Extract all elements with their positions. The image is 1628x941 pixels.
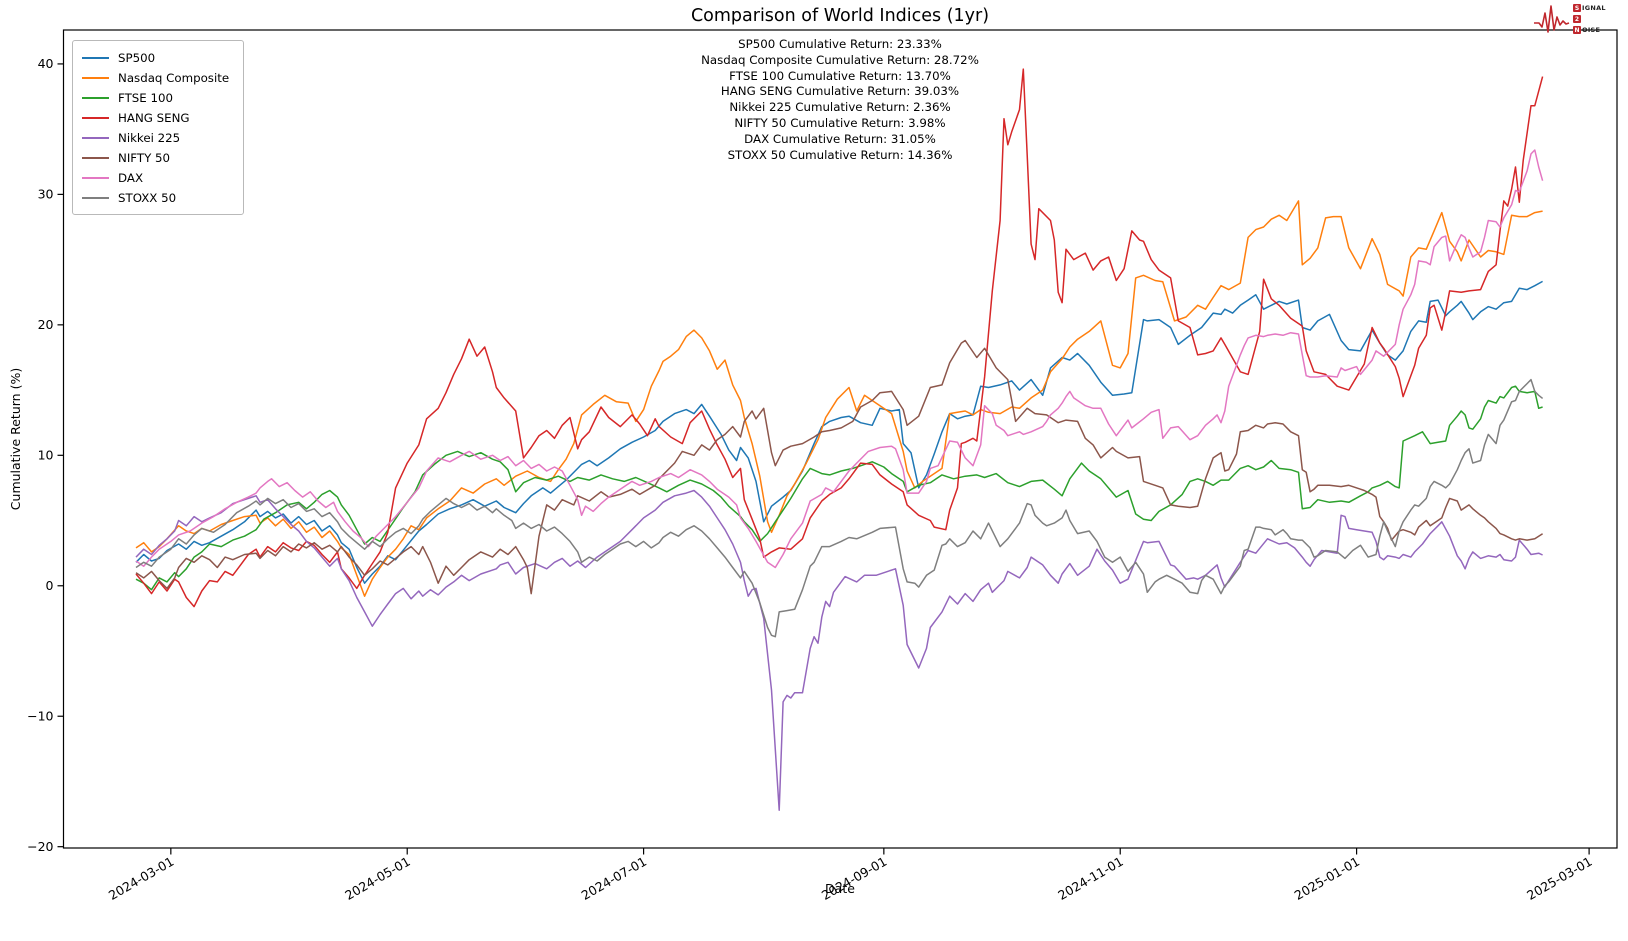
- series-line-stoxx-50: [135, 378, 1544, 638]
- legend-swatch: [82, 197, 109, 199]
- legend-item-nasdaq-composite: Nasdaq Composite: [82, 68, 233, 88]
- x-tick-label: 2024-05-01: [342, 854, 412, 903]
- legend-swatch: [82, 117, 109, 119]
- legend-item-stoxx-50: STOXX 50: [82, 188, 233, 208]
- y-tick-label: 0: [46, 578, 54, 593]
- legend-item-dax: DAX: [82, 168, 233, 188]
- annotation-line: DAX Cumulative Return: 31.05%: [744, 131, 936, 146]
- logo-letter-s: S: [1573, 4, 1581, 12]
- logo-rest-oise: OISE: [1582, 26, 1601, 34]
- legend-swatch: [82, 137, 109, 139]
- waveform-icon: [1534, 5, 1570, 33]
- series-lines: [135, 68, 1544, 811]
- y-tick-label: −10: [27, 708, 53, 723]
- logo-row-noise: N OISE: [1573, 25, 1606, 36]
- logo-row-2: 2: [1573, 14, 1606, 25]
- annotation-line: Nikkei 225 Cumulative Return: 2.36%: [729, 100, 951, 115]
- annotation-line: FTSE 100 Cumulative Return: 13.70%: [729, 68, 951, 83]
- series-line-nifty-50: [135, 339, 1544, 595]
- legend-item-ftse-100: FTSE 100: [82, 88, 233, 108]
- legend-item-hang-seng: HANG SENG: [82, 108, 233, 128]
- x-axis-label: Date: [825, 881, 855, 896]
- legend-label: NIFTY 50: [118, 151, 171, 165]
- signal-2-noise-logo: S IGNAL 2 N OISE: [1533, 2, 1606, 36]
- logo-text: S IGNAL 2 N OISE: [1573, 3, 1606, 36]
- logo-letter-2: 2: [1573, 15, 1581, 23]
- legend-item-nikkei-225: Nikkei 225: [82, 128, 233, 148]
- legend-item-nifty-50: NIFTY 50: [82, 148, 233, 168]
- x-tick-label: 2024-07-01: [579, 854, 649, 903]
- legend-label: FTSE 100: [118, 91, 173, 105]
- y-tick-label: 10: [38, 448, 54, 463]
- annotation-line: NIFTY 50 Cumulative Return: 3.98%: [734, 115, 946, 130]
- annotation-line: SP500 Cumulative Return: 23.33%: [738, 37, 942, 51]
- legend-swatch: [82, 177, 109, 179]
- x-tick-label: 2024-03-01: [106, 854, 176, 903]
- legend-swatch: [82, 157, 109, 159]
- annotation-line: Nasdaq Composite Cumulative Return: 28.7…: [701, 52, 979, 67]
- logo-rest-ignal: IGNAL: [1582, 4, 1606, 12]
- series-line-nikkei-225: [135, 489, 1543, 811]
- y-tick-label: 40: [38, 56, 54, 71]
- legend-label: SP500: [118, 51, 156, 65]
- legend-swatch: [82, 57, 109, 59]
- legend-label: HANG SENG: [118, 111, 190, 125]
- legend: SP500 Nasdaq Composite FTSE 100 HANG SENG Ni…: [72, 40, 244, 215]
- axes-frame: [62, 29, 1618, 849]
- legend-label: DAX: [118, 171, 144, 185]
- chart-title: Comparison of World Indices (1yr): [690, 6, 990, 26]
- series-line-hang-seng: [135, 68, 1544, 608]
- logo-letter-n: N: [1573, 26, 1581, 34]
- annotation-line: HANG SENG Cumulative Return: 39.03%: [720, 84, 960, 99]
- series-line-ftse-100: [135, 385, 1543, 591]
- legend-swatch: [82, 77, 109, 79]
- x-tick-label: 2025-03-01: [1524, 854, 1594, 903]
- logo-row-signal: S IGNAL: [1573, 3, 1606, 14]
- y-axis-label: Cumulative Return (%): [8, 367, 23, 511]
- y-tick-label: 30: [38, 187, 54, 202]
- legend-item-sp500: SP500: [82, 48, 233, 68]
- annotation-line: STOXX 50 Cumulative Return: 14.36%: [727, 147, 953, 162]
- y-tick-label: −20: [27, 839, 53, 854]
- series-line-dax: [135, 149, 1544, 569]
- y-tick-label: 20: [38, 317, 54, 332]
- x-tick-label: 2025-01-01: [1292, 854, 1362, 903]
- series-line-nasdaq-composite: [135, 200, 1543, 597]
- legend-label: STOXX 50: [118, 191, 177, 205]
- series-line-sp500: [135, 280, 1543, 584]
- legend-swatch: [82, 97, 109, 99]
- x-tick-label: 2024-11-01: [1055, 854, 1125, 903]
- legend-label: Nikkei 225: [118, 131, 181, 145]
- annotation-block: SP500 Cumulative Return: 23.33% Nasdaq Co…: [701, 37, 979, 163]
- legend-label: Nasdaq Composite: [118, 71, 230, 85]
